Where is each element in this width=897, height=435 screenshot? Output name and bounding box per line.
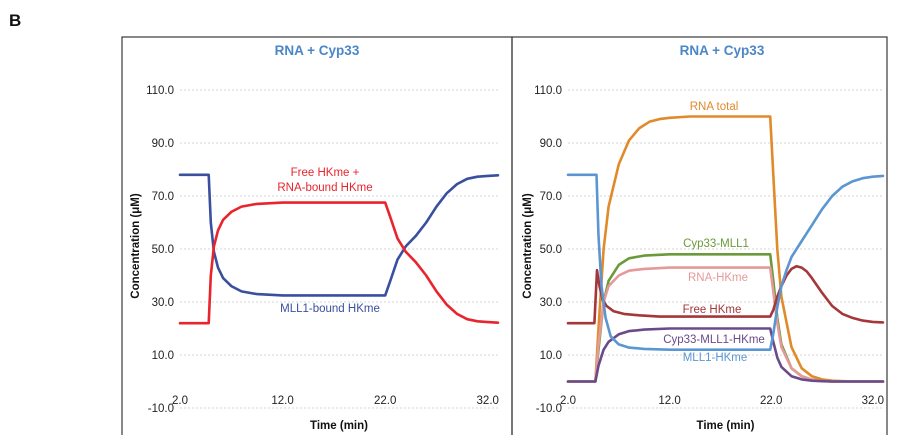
series-line-rna-hkme	[566, 266, 885, 383]
y-tick-label: -10.0	[148, 403, 174, 415]
x-axis-label: Time (min)	[310, 420, 368, 432]
panel-frame	[121, 36, 513, 435]
y-tick-label: 30.0	[152, 297, 174, 309]
panel-frame	[511, 36, 888, 435]
chart-right: -10.0 10.0 30.0 50.0 70.0 90.0 110.0 2.0 12.0 22.…	[511, 36, 888, 435]
series-label-free-hkme-rna-bound-hkme: RNA-bound HKme	[277, 182, 372, 194]
y-tick-label: 110.0	[534, 85, 562, 97]
chart-left: -10.0 10.0 30.0 50.0 70.0 90.0 110.0 2.0 12.0 22.…	[121, 36, 513, 435]
y-tick-label: 90.0	[540, 138, 562, 150]
x-tick-label: 12.0	[658, 395, 680, 407]
x-tick-label: 22.0	[374, 395, 396, 407]
x-tick-label: 2.0	[172, 395, 188, 407]
x-tick-label: 32.0	[477, 395, 499, 407]
series-label-free-hkme-rna-bound-hkme: Free HKme +	[291, 167, 360, 179]
series-label-rna-total: RNA total	[690, 101, 739, 113]
series-line-mll1-bound-hkme	[178, 173, 500, 297]
y-tick-label: 10.0	[540, 350, 562, 362]
series-label-rna-hkme: RNA-HKme	[688, 272, 748, 284]
series-line-cyp33-mll1-hkme	[566, 327, 885, 383]
series-line-rna-total	[566, 115, 885, 383]
y-tick-label: 110.0	[146, 85, 174, 97]
chart-title: RNA + Cyp33	[680, 43, 765, 58]
y-tick-label: -10.0	[536, 403, 562, 415]
series-line-mll1-hkme	[566, 173, 885, 351]
x-tick-label: 32.0	[862, 395, 884, 407]
x-tick-label: 12.0	[271, 395, 293, 407]
y-tick-label: 50.0	[152, 244, 174, 256]
x-tick-label: 22.0	[760, 395, 782, 407]
x-tick-label: 2.0	[560, 395, 576, 407]
x-axis-label: Time (min)	[697, 420, 755, 432]
series-line-free-hkme-rna-bound-hkme	[178, 201, 500, 325]
series-label-mll1-bound-hkme: MLL1-bound HKme	[280, 303, 380, 315]
series-label-cyp33-mll1-hkme: Cyp33-MLL1-HKme	[663, 334, 765, 346]
y-tick-label: 90.0	[152, 138, 174, 150]
y-tick-label: 50.0	[540, 244, 562, 256]
y-tick-label: 10.0	[152, 350, 174, 362]
y-tick-label: 70.0	[152, 191, 174, 203]
y-axis-label: Concentration (μM)	[522, 193, 534, 299]
y-tick-label: 30.0	[540, 297, 562, 309]
y-tick-label: 70.0	[540, 191, 562, 203]
series-label-free-hkme: Free HKme	[683, 304, 742, 316]
series-label-cyp33-mll1: Cyp33-MLL1	[683, 238, 749, 250]
chart-title: RNA + Cyp33	[275, 43, 360, 58]
panel-letter: B	[9, 11, 21, 30]
y-axis-label: Concentration (μM)	[130, 193, 142, 299]
series-label-mll1-hkme: MLL1-HKme	[683, 352, 748, 364]
